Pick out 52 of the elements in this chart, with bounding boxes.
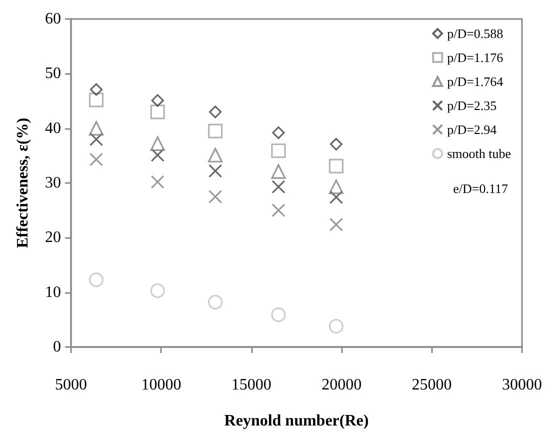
- point: [328, 180, 344, 194]
- point: [150, 148, 164, 162]
- point: [150, 175, 164, 189]
- point: [272, 204, 286, 218]
- point: [150, 283, 165, 298]
- point: [271, 307, 286, 322]
- point: [208, 190, 222, 204]
- x-tick-label: 25000: [412, 376, 452, 394]
- point: [150, 136, 165, 151]
- point: [208, 164, 222, 178]
- point: [88, 272, 104, 288]
- legend-label: smooth tube: [447, 146, 512, 161]
- point: [88, 121, 104, 136]
- y-tick-label: 20: [45, 229, 61, 246]
- point: [329, 190, 343, 204]
- y-tick-label: 30: [45, 174, 61, 192]
- x-tick-label: 10000: [141, 376, 182, 394]
- y-tick-label: 0: [53, 338, 61, 356]
- legend-label: p/D=2.35: [447, 98, 497, 113]
- y-tick-label: 60: [45, 10, 61, 28]
- point: [150, 104, 165, 120]
- x-axis-title: Reynold number(Re): [224, 412, 369, 430]
- point: [208, 294, 223, 310]
- annotation: e/D=0.117: [453, 181, 508, 196]
- legend-label: p/D=2.94: [447, 122, 498, 137]
- point: [328, 158, 344, 174]
- point: [209, 106, 222, 118]
- point: [272, 180, 286, 194]
- point: [271, 164, 286, 179]
- legend-label: p/D=1.764: [447, 74, 504, 89]
- point: [328, 318, 344, 334]
- x-tick-label: 30000: [502, 376, 542, 394]
- point: [208, 148, 223, 162]
- x-tick-label: 15000: [231, 376, 272, 394]
- x-tick-label: 20000: [322, 376, 362, 394]
- point: [88, 92, 104, 108]
- y-tick-label: 50: [45, 65, 61, 82]
- point: [208, 124, 223, 138]
- point: [272, 126, 285, 140]
- legend-label: p/D=0.588: [447, 26, 504, 41]
- x-tick-label: 5000: [55, 376, 87, 394]
- point: [151, 94, 164, 107]
- legend-label: p/D=1.176: [447, 50, 504, 65]
- y-axis-title: Effectiveness, ε(%): [14, 118, 32, 248]
- point: [330, 138, 342, 150]
- point: [329, 218, 343, 232]
- point: [89, 152, 104, 166]
- y-tick-label: 40: [45, 120, 61, 137]
- point: [89, 132, 104, 146]
- y-tick-label: 10: [45, 284, 61, 301]
- point: [90, 83, 103, 96]
- point: [271, 143, 286, 158]
